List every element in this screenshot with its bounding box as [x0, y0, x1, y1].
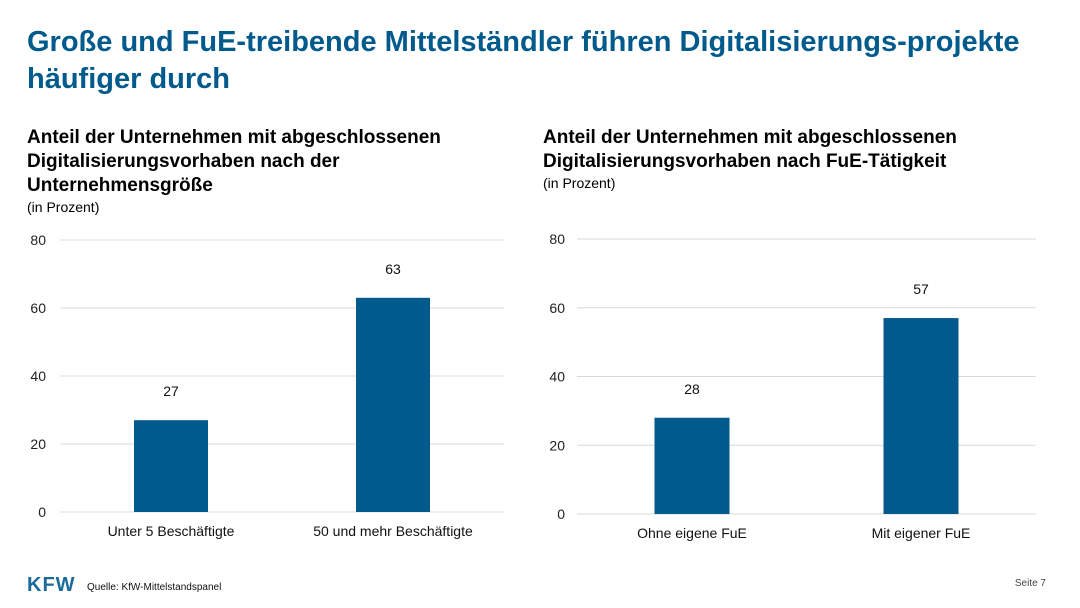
bar — [883, 318, 959, 514]
y-tick-label: 80 — [30, 232, 46, 248]
y-tick-label: 60 — [30, 300, 46, 316]
y-tick-label: 20 — [549, 437, 565, 453]
x-tick-label: Mit eigener FuE — [872, 525, 971, 541]
x-tick-label: Ohne eigene FuE — [637, 525, 747, 541]
bar — [134, 420, 208, 512]
y-tick-label: 40 — [30, 368, 46, 384]
y-tick-label: 0 — [557, 506, 565, 522]
x-tick-label: Unter 5 Beschäftigte — [108, 523, 235, 539]
y-tick-label: 80 — [549, 231, 565, 247]
data-label: 57 — [913, 281, 929, 297]
bar — [356, 297, 430, 512]
chart-2-header: Anteil der Unternehmen mit abgeschlossen… — [543, 126, 1023, 192]
chart-size: 0 20 40 60 80 27 Unter 5 Beschäftigte 63 50 und … — [30, 232, 504, 539]
y-tick-label: 40 — [549, 369, 565, 385]
bar — [654, 417, 730, 514]
data-label: 28 — [684, 381, 700, 397]
x-tick-label: 50 und mehr Beschäftigte — [313, 523, 473, 539]
chart-fue: 0 20 40 60 80 28 Ohne eigene FuE 57 Mit eigener … — [549, 231, 1036, 541]
chart-2-title: Anteil der Unternehmen mit abgeschlossen… — [543, 127, 957, 172]
page-number: Seite 7 — [1014, 578, 1046, 589]
source-note: Quelle: KfW-Mittelstandspanel — [87, 582, 222, 593]
kfw-logo: KFW — [27, 574, 76, 596]
chart-2-subtitle: (in Prozent) — [543, 175, 616, 191]
chart-1-subtitle: (in Prozent) — [27, 199, 100, 215]
y-tick-label: 20 — [30, 436, 46, 452]
page-title: Große und FuE-treibende Mittelständler f… — [27, 26, 1020, 95]
data-label: 63 — [385, 261, 401, 277]
y-tick-label: 0 — [38, 504, 46, 520]
chart-1-header: Anteil der Unternehmen mit abgeschlossen… — [27, 126, 507, 216]
y-tick-label: 60 — [549, 300, 565, 316]
chart-1-title: Anteil der Unternehmen mit abgeschlossen… — [27, 127, 441, 196]
data-label: 27 — [163, 383, 179, 399]
